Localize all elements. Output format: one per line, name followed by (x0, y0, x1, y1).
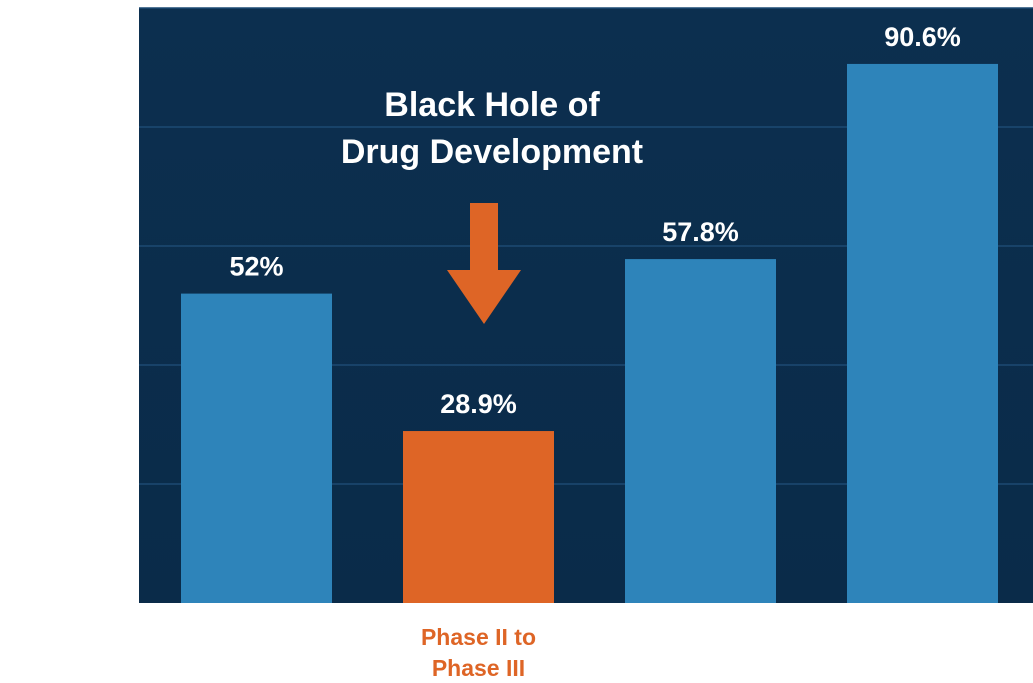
bars (181, 63, 998, 604)
value-labels: 52% 28.9% 57.8% 90.6% (229, 22, 960, 419)
bar-1 (403, 431, 554, 603)
bar-2 (625, 259, 776, 603)
value-label-3: 90.6% (884, 22, 961, 52)
annotation-line-1: Black Hole of (384, 86, 600, 124)
bar-3 (847, 63, 998, 604)
value-label-2: 57.8% (662, 217, 739, 247)
annotation: Black Hole of Drug Development (341, 86, 643, 324)
value-label-0: 52% (229, 252, 283, 282)
category-label-1: Phase II to Phase III (421, 624, 536, 681)
down-arrow-icon (447, 203, 521, 324)
annotation-line-2: Drug Development (341, 133, 643, 171)
value-label-1: 28.9% (440, 389, 517, 419)
bar-0 (181, 293, 332, 603)
category-labels: Phase II to Phase III (421, 624, 536, 681)
